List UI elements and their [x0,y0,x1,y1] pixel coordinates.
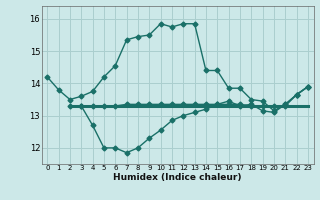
X-axis label: Humidex (Indice chaleur): Humidex (Indice chaleur) [113,173,242,182]
